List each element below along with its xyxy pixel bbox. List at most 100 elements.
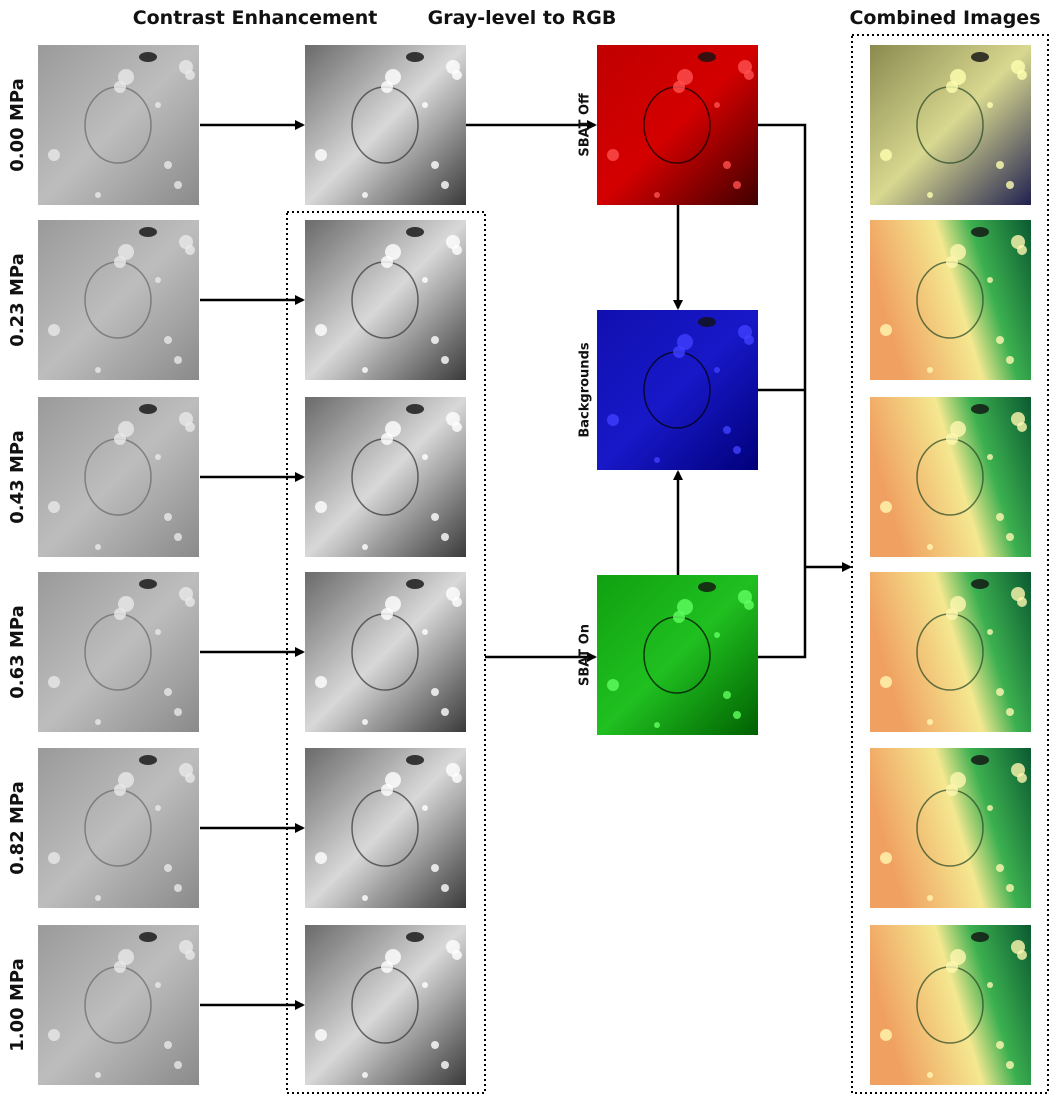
bright-spot [733,446,741,454]
bright-spot [185,70,195,80]
bright-spot [431,513,439,521]
bright-spot [441,533,449,541]
bright-spot [95,719,101,725]
bright-spot [607,414,619,426]
micrograph [597,310,758,470]
bright-spot [1006,884,1014,892]
micrograph [305,748,466,908]
bright-spot [315,149,327,161]
image-background [870,572,1031,732]
bright-spot [880,1029,892,1041]
bright-spot [114,608,126,620]
image-background [597,310,758,470]
bright-spot [155,629,161,635]
dark-spot [698,317,716,327]
bright-spot [48,149,60,161]
micrograph [597,575,758,735]
bright-spot [174,356,182,364]
bright-spot [185,950,195,960]
bright-spot [1017,597,1027,607]
bright-spot [155,805,161,811]
micrograph [305,220,466,380]
bright-spot [48,676,60,688]
bright-spot [946,784,958,796]
dark-spot [139,932,157,942]
bright-spot [315,676,327,688]
bright-spot [723,691,731,699]
bright-spot [441,708,449,716]
micrograph [38,572,199,732]
channel-label: SBAT On [578,624,593,686]
bright-spot [155,982,161,988]
column-title: Contrast Enhancement [133,7,378,29]
column-title: Combined Images [849,7,1040,29]
bright-spot [607,149,619,161]
micrograph [870,748,1031,908]
image-background [870,748,1031,908]
bright-spot [927,1072,933,1078]
bright-spot [452,597,462,607]
bright-spot [927,719,933,725]
bright-spot [987,454,993,460]
bright-spot [164,864,172,872]
bright-spot [927,544,933,550]
bright-spot [315,852,327,864]
bright-spot [452,70,462,80]
bright-spot [174,884,182,892]
image-background [305,45,466,205]
bright-spot [996,688,1004,696]
bright-spot [48,852,60,864]
bright-spot [987,277,993,283]
bright-spot [1017,70,1027,80]
bright-spot [95,895,101,901]
bright-spot [315,324,327,336]
bright-spot [114,784,126,796]
bright-spot [927,895,933,901]
bright-spot [95,367,101,373]
bright-spot [431,1041,439,1049]
bright-spot [381,81,393,93]
bright-spot [673,346,685,358]
bright-spot [431,864,439,872]
bright-spot [315,1029,327,1041]
pressure-label: 0.63 MPa [7,605,28,698]
bright-spot [452,950,462,960]
bright-spot [987,102,993,108]
micrograph [38,45,199,205]
bright-spot [1017,245,1027,255]
bright-spot [381,256,393,268]
bright-spot [48,324,60,336]
bright-spot [654,722,660,728]
bright-spot [441,356,449,364]
bright-spot [164,161,172,169]
bright-spot [164,513,172,521]
bright-spot [946,608,958,620]
bright-spot [114,433,126,445]
image-background [305,748,466,908]
pressure-label: 0.23 MPa [7,253,28,346]
bright-spot [1017,422,1027,432]
bright-spot [744,600,754,610]
bright-spot [422,102,428,108]
channel-label: SBAT Off [578,93,593,157]
bright-spot [431,688,439,696]
bright-spot [1017,773,1027,783]
image-background [38,572,199,732]
dark-spot [971,227,989,237]
bright-spot [1006,181,1014,189]
bright-spot [114,256,126,268]
pressure-label: 1.00 MPa [7,958,28,1051]
micrograph [597,45,758,205]
image-background [305,220,466,380]
micrograph [38,220,199,380]
column-title: Gray-level to RGB [428,7,617,29]
bright-spot [95,192,101,198]
bright-spot [987,629,993,635]
bright-spot [114,961,126,973]
dark-spot [406,579,424,589]
bright-spot [422,454,428,460]
micrograph [870,220,1031,380]
image-background [38,397,199,557]
dark-spot [139,52,157,62]
dark-spot [139,755,157,765]
